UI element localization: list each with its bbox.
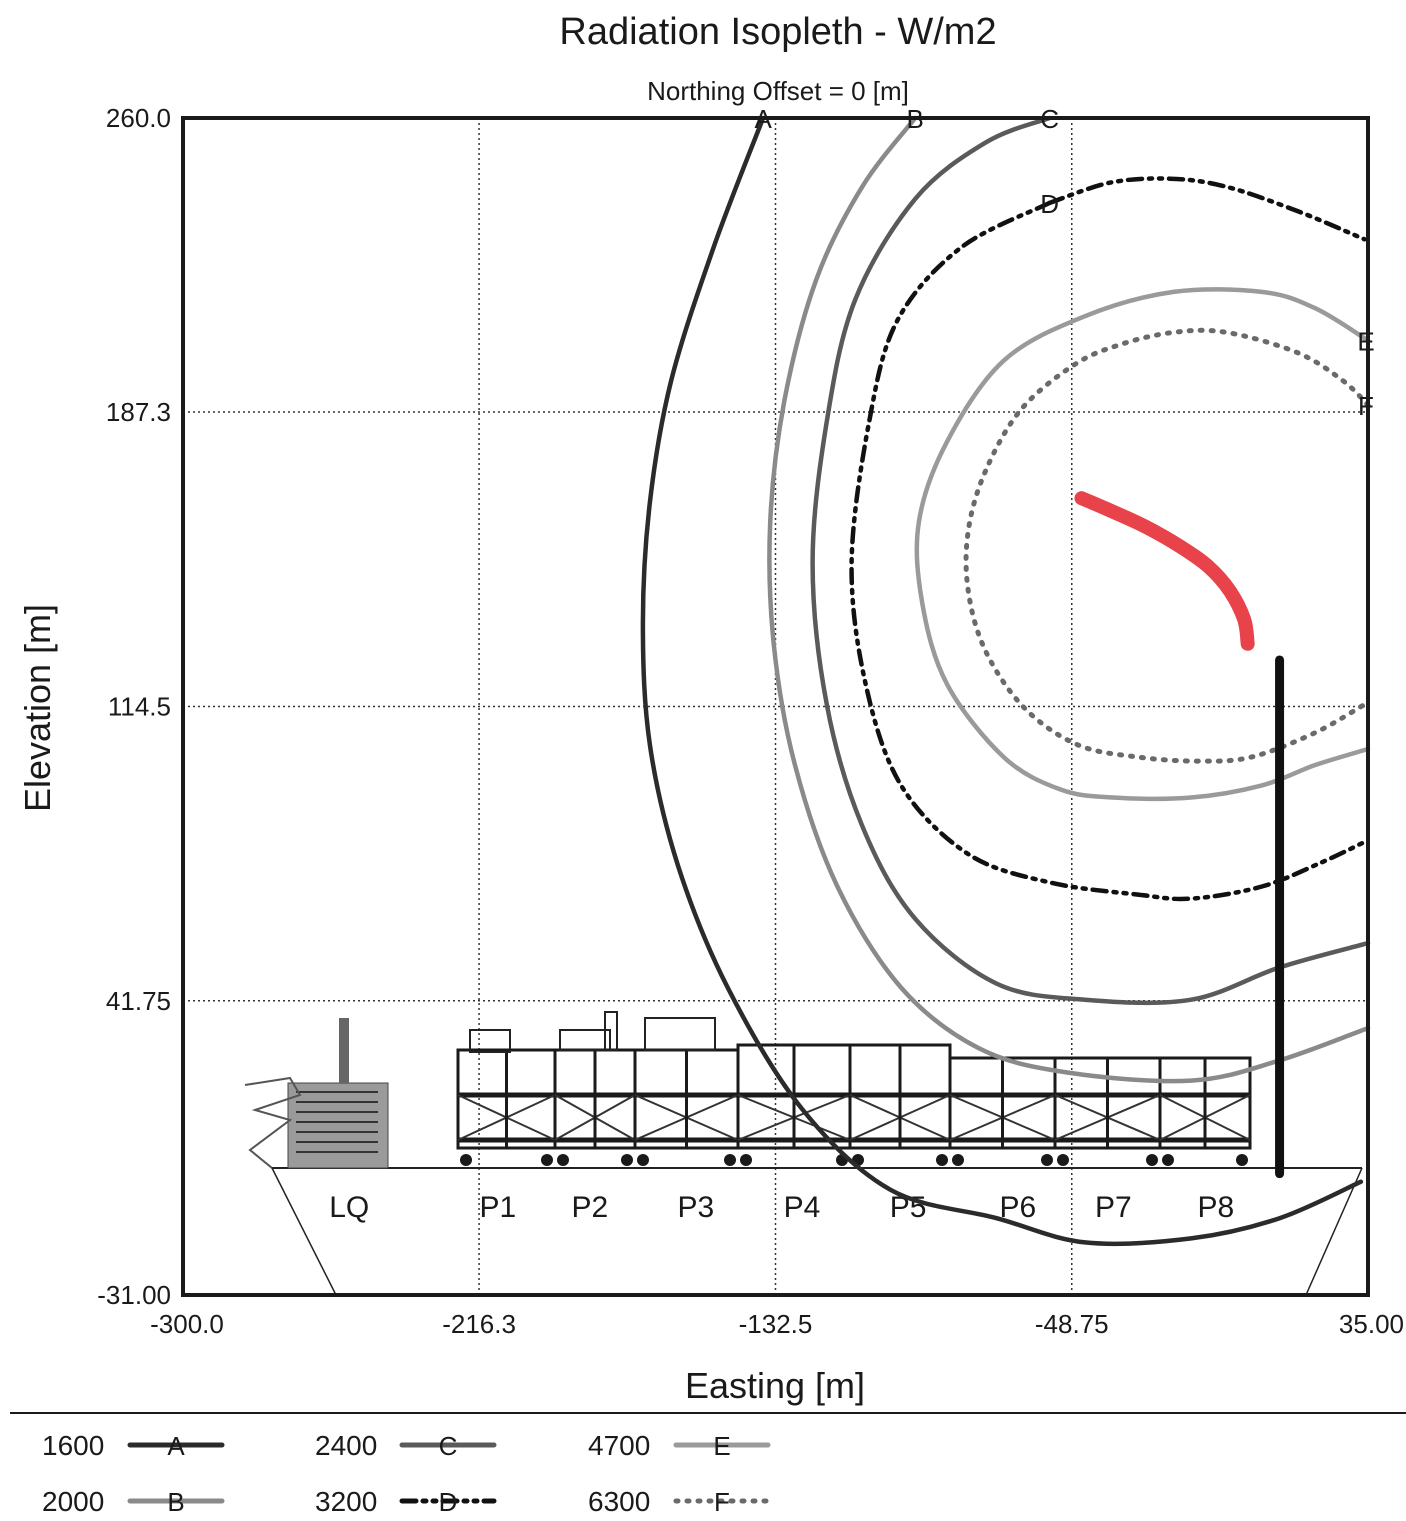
module-support-foot bbox=[541, 1154, 553, 1166]
legend-marker: F bbox=[714, 1487, 730, 1517]
module-label-p8: P8 bbox=[1198, 1191, 1235, 1224]
legend-marker: D bbox=[439, 1487, 458, 1517]
isopleth-3200 bbox=[849, 200, 1367, 902]
flare bbox=[1074, 491, 1285, 1179]
isopleth-6300 bbox=[963, 327, 1371, 764]
module-equipment bbox=[644, 1017, 716, 1051]
isopleth-4700 bbox=[914, 287, 1371, 802]
legend-item-3200: 3200 D bbox=[315, 1486, 497, 1517]
y-tick-label: -31.00 bbox=[97, 1280, 171, 1310]
y-tick-label: 260.0 bbox=[106, 103, 171, 133]
legend-item-1600: 1600 A bbox=[42, 1430, 225, 1461]
legend-marker: B bbox=[167, 1487, 184, 1517]
series-marker-d: D bbox=[1040, 189, 1059, 219]
x-tick-label: -216.3 bbox=[442, 1309, 516, 1339]
module-support-foot bbox=[952, 1154, 964, 1166]
legend-label: 3200 bbox=[315, 1486, 377, 1517]
legend-marker: E bbox=[713, 1431, 730, 1461]
module-support-foot bbox=[557, 1154, 569, 1166]
module-label-p1: P1 bbox=[479, 1191, 516, 1224]
module-support-foot bbox=[637, 1154, 649, 1166]
module-equipment bbox=[604, 1011, 618, 1051]
legend-item-2000: 2000 B bbox=[42, 1486, 225, 1517]
module-support-foot bbox=[1162, 1154, 1174, 1166]
isopleth-2000 bbox=[767, 115, 1371, 1084]
module-label-p2: P2 bbox=[571, 1191, 608, 1224]
y-axis-label: Elevation [m] bbox=[17, 604, 58, 812]
y-tick-labels: 260.0 187.3 114.5 41.75 -31.00 bbox=[97, 103, 171, 1310]
gridlines bbox=[183, 118, 1368, 1295]
module-support-foot bbox=[460, 1154, 472, 1166]
module-support-foot bbox=[1041, 1154, 1053, 1166]
flare-flame bbox=[1074, 491, 1255, 651]
legend-label: 2000 bbox=[42, 1486, 104, 1517]
x-tick-label: -48.75 bbox=[1035, 1309, 1109, 1339]
legend: 1600 A 2400 C 4700 E 2000 B 3200 D 6300 F bbox=[42, 1430, 771, 1517]
y-tick-label: 41.75 bbox=[106, 986, 171, 1016]
chart-subtitle: Northing Offset = 0 [m] bbox=[647, 76, 909, 106]
legend-item-6300: 6300 F bbox=[588, 1486, 771, 1517]
plot-frame bbox=[181, 116, 1370, 1297]
legend-marker: A bbox=[167, 1431, 185, 1461]
platform-structure-drawing bbox=[244, 1011, 1363, 1296]
chart-title: Radiation Isopleth - W/m2 bbox=[559, 11, 996, 53]
hull-bow-line bbox=[271, 1167, 337, 1296]
legend-item-4700: 4700 E bbox=[588, 1430, 771, 1461]
module-support-foot bbox=[1146, 1154, 1158, 1166]
module-labels: LQ P1 P2 P3 P4 P5 P6 P7 P8 bbox=[329, 1191, 1234, 1224]
module-label-p3: P3 bbox=[678, 1191, 715, 1224]
module-support-foot bbox=[1236, 1154, 1248, 1166]
legend-marker: C bbox=[439, 1431, 458, 1461]
legend-label: 2400 bbox=[315, 1430, 377, 1461]
module-label-lq: LQ bbox=[329, 1191, 369, 1224]
y-tick-label: 187.3 bbox=[106, 397, 171, 427]
x-tick-label: -300.0 bbox=[150, 1309, 224, 1339]
isopleth-1600 bbox=[640, 115, 1364, 1247]
x-tick-labels: -300.0 -216.3 -132.5 -48.75 35.00 bbox=[150, 1309, 1404, 1339]
module-equipment bbox=[469, 1029, 511, 1053]
living-quarters-block bbox=[287, 1082, 389, 1169]
x-axis-label: Easting [m] bbox=[685, 1365, 865, 1406]
module-equipment bbox=[559, 1029, 611, 1051]
isopleth-2400 bbox=[810, 115, 1371, 1006]
module-support-foot bbox=[724, 1154, 736, 1166]
legend-label: 6300 bbox=[588, 1486, 650, 1517]
module-label-p4: P4 bbox=[784, 1191, 821, 1224]
module-label-p7: P7 bbox=[1095, 1191, 1132, 1224]
hull-stern-line bbox=[1305, 1167, 1363, 1296]
living-quarters-mast bbox=[339, 1018, 349, 1083]
isopleth-3200 bbox=[1047, 176, 1367, 242]
x-tick-label: -132.5 bbox=[739, 1309, 813, 1339]
legend-label: 1600 bbox=[42, 1430, 104, 1461]
module-support-foot bbox=[936, 1154, 948, 1166]
legend-label: 4700 bbox=[588, 1430, 650, 1461]
legend-item-2400: 2400 C bbox=[315, 1430, 497, 1461]
y-tick-label: 114.5 bbox=[108, 692, 171, 722]
helideck-structure bbox=[244, 1076, 302, 1169]
isopleth-series bbox=[640, 115, 1371, 1247]
module-support-foot bbox=[740, 1154, 752, 1166]
x-tick-label: 35.00 bbox=[1339, 1309, 1404, 1339]
module-support-foot bbox=[621, 1154, 633, 1166]
module-support-foot bbox=[1057, 1154, 1069, 1166]
